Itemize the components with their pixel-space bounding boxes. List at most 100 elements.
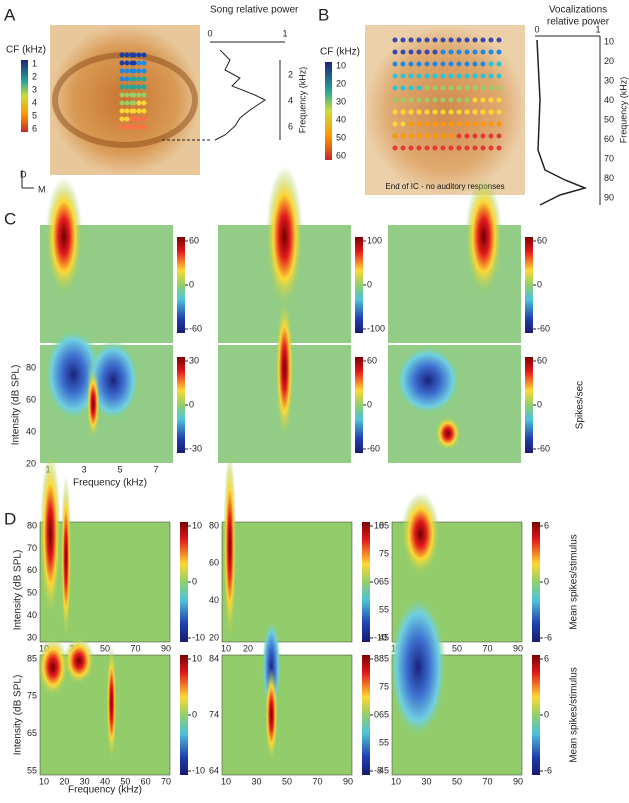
label: 50 <box>452 643 462 653</box>
label: -60 <box>367 443 380 453</box>
recording-site <box>496 37 502 43</box>
recording-site <box>392 109 398 115</box>
heatmap-blob <box>86 339 140 422</box>
recording-site <box>124 116 130 122</box>
recording-site <box>392 61 398 67</box>
label: 40 <box>26 426 36 436</box>
label: 90 <box>161 643 171 653</box>
label: -60 <box>189 323 202 333</box>
label: 40 <box>27 610 37 620</box>
recording-site <box>496 73 502 79</box>
colorbar <box>180 522 188 642</box>
label: Vocalizations <box>549 5 607 16</box>
label: 1 <box>595 24 600 34</box>
label: 2 <box>288 69 293 79</box>
heatmap-blob <box>275 297 294 440</box>
recording-site <box>440 49 446 55</box>
recording-site <box>416 37 422 43</box>
recording-site <box>464 121 470 127</box>
heatmap-blob <box>86 368 100 440</box>
recording-site <box>480 109 486 115</box>
recording-site <box>440 133 446 139</box>
recording-site <box>141 100 147 106</box>
label: 6 <box>288 121 293 131</box>
recording-site <box>456 61 462 67</box>
recording-site <box>392 133 398 139</box>
recording-site <box>136 92 142 98</box>
recording-site <box>392 97 398 103</box>
label: 60 <box>209 558 219 568</box>
recording-site <box>488 37 494 43</box>
recording-site <box>464 49 470 55</box>
recording-site <box>448 85 454 91</box>
label: 60 <box>141 776 151 786</box>
recording-site <box>141 76 147 82</box>
recording-site <box>400 73 406 79</box>
recording-site <box>464 73 470 79</box>
label: Frequency (kHz) <box>68 785 142 796</box>
recording-site <box>141 68 147 74</box>
label: 50 <box>282 776 292 786</box>
recording-site <box>488 49 494 55</box>
recording-site <box>472 37 478 43</box>
label: 50 <box>27 588 37 598</box>
panel-letter: D <box>4 509 16 528</box>
label: 0 <box>544 576 549 586</box>
recording-site <box>400 121 406 127</box>
recording-site <box>136 108 142 114</box>
recording-site <box>432 85 438 91</box>
label: 60 <box>26 394 36 404</box>
label: 80 <box>26 362 36 372</box>
label: relative power <box>547 17 610 28</box>
recording-site <box>424 61 430 67</box>
recording-site <box>448 109 454 115</box>
power-trace <box>214 49 266 141</box>
recording-site <box>448 145 454 151</box>
label: 5 <box>32 110 37 120</box>
recording-site <box>432 49 438 55</box>
label: 70 <box>161 776 171 786</box>
recording-site <box>424 97 430 103</box>
recording-site <box>464 109 470 115</box>
label: 30 <box>421 776 431 786</box>
heatmap-blob <box>394 345 462 416</box>
label: 100 <box>367 235 382 245</box>
label: 55 <box>379 604 389 614</box>
recording-site <box>456 97 462 103</box>
label: End of IC - no auditory responses <box>385 182 504 191</box>
label: 10 <box>221 643 231 653</box>
label: 6 <box>544 653 549 663</box>
label: 0 <box>189 399 194 409</box>
colorbar <box>362 522 370 642</box>
recording-site <box>408 133 414 139</box>
recording-site <box>136 52 142 58</box>
label: 40 <box>100 776 110 786</box>
recording-site <box>408 97 414 103</box>
recording-site <box>119 124 125 130</box>
recording-site <box>456 85 462 91</box>
recording-site <box>408 121 414 127</box>
recording-site <box>488 133 494 139</box>
label: 10 <box>374 520 384 530</box>
recording-site <box>464 133 470 139</box>
label: 3 <box>32 84 37 94</box>
recording-site <box>488 97 494 103</box>
colorbar <box>180 655 188 775</box>
recording-site <box>424 85 430 91</box>
recording-site <box>131 52 137 58</box>
label: 50 <box>452 776 462 786</box>
label: -10 <box>192 765 205 775</box>
label: 90 <box>513 776 523 786</box>
recording-site <box>131 108 137 114</box>
label: -60 <box>537 323 550 333</box>
recording-site <box>440 97 446 103</box>
colorbar <box>525 237 533 333</box>
label: Frequency (kHz) <box>73 478 147 489</box>
recording-site <box>448 37 454 43</box>
recording-site <box>124 60 130 66</box>
recording-site <box>488 109 494 115</box>
label: 40 <box>604 95 614 105</box>
label: 70 <box>482 643 492 653</box>
